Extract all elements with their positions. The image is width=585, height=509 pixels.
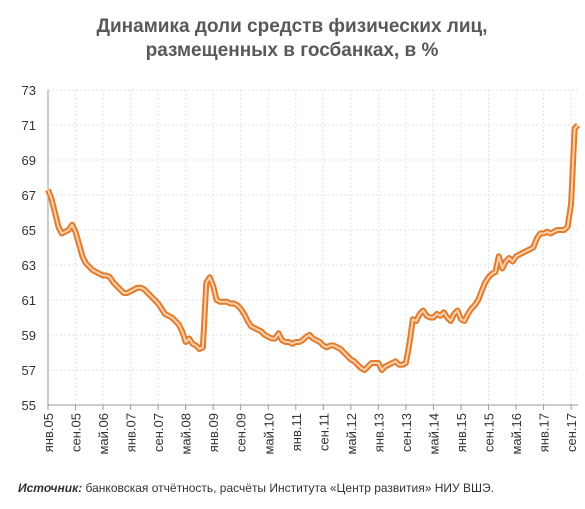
y-tick-label: 57 — [22, 363, 36, 378]
y-tick-label: 65 — [22, 223, 36, 238]
y-tick-label: 59 — [22, 328, 36, 343]
x-tick-label: сен.09 — [234, 413, 249, 452]
y-tick-label: 69 — [22, 153, 36, 168]
x-tick-label: май.08 — [179, 413, 194, 455]
chart-title: Динамика доли средств физических лиц, — [96, 16, 487, 37]
source-text: банковская отчётность, расчёты Института… — [82, 481, 494, 495]
y-tick-label: 67 — [22, 188, 36, 203]
y-tick-label: 61 — [22, 293, 36, 308]
y-tick-label: 73 — [22, 83, 36, 98]
x-tick-label: янв.13 — [371, 413, 386, 452]
data-line — [47, 124, 579, 371]
y-tick-label: 55 — [22, 398, 36, 413]
x-tick-label: май.14 — [426, 413, 441, 455]
y-tick-label: 71 — [22, 118, 36, 133]
x-tick-label: сен.11 — [316, 413, 331, 451]
x-tick-label: янв.17 — [537, 413, 552, 452]
x-tick-label: май.10 — [261, 413, 276, 455]
source-label: Источник: — [18, 481, 82, 495]
x-tick-label: май.06 — [96, 413, 111, 455]
x-tick-label: май.12 — [344, 413, 359, 455]
x-tick-label: янв.15 — [454, 413, 469, 452]
x-tick-label: янв.11 — [289, 413, 304, 451]
x-tick-label: янв.05 — [41, 413, 56, 452]
x-tick-label: янв.07 — [124, 413, 139, 452]
x-tick-label: сен.13 — [399, 413, 414, 452]
source-note: Источник: банковская отчётность, расчёты… — [18, 481, 494, 495]
chart-title: размещенных в госбанках, в % — [146, 40, 439, 61]
x-tick-label: сен.17 — [564, 413, 579, 452]
data-line-outline — [45, 122, 581, 373]
x-tick-label: сен.07 — [151, 413, 166, 452]
x-tick-label: сен.05 — [69, 413, 84, 452]
y-tick-label: 63 — [22, 258, 36, 273]
x-tick-label: май.16 — [509, 413, 524, 455]
x-tick-label: сен.15 — [482, 413, 497, 452]
x-tick-label: янв.09 — [206, 413, 221, 452]
